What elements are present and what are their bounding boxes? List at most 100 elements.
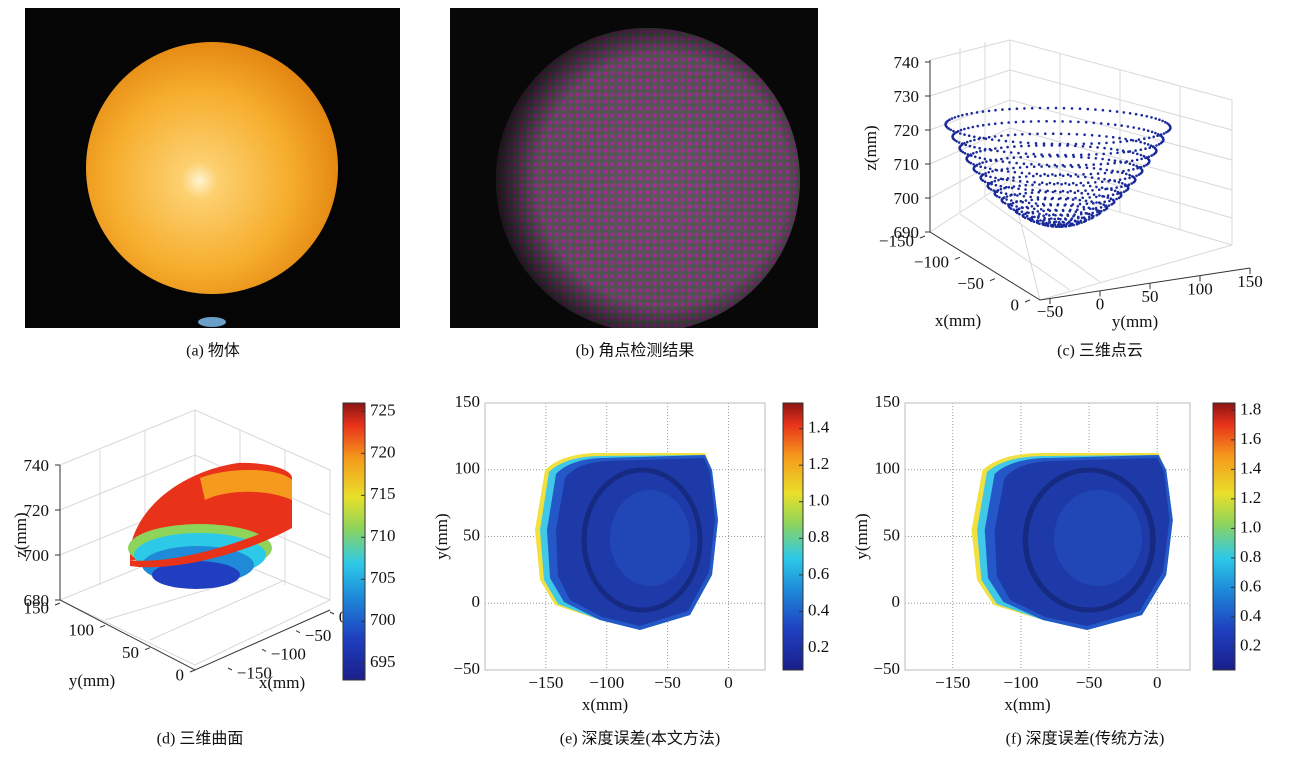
- cloud-point: [967, 127, 970, 130]
- tick-label: 100: [69, 621, 95, 640]
- cloud-point: [1013, 145, 1016, 148]
- cloud-point: [1144, 157, 1147, 160]
- cloud-point: [1044, 197, 1047, 200]
- cloud-point: [1086, 166, 1089, 169]
- cloud-point: [1057, 217, 1060, 220]
- cloud-point: [1129, 162, 1132, 165]
- cloud-point: [1108, 204, 1111, 207]
- cloud-point: [1085, 121, 1088, 124]
- cloud-point: [1031, 189, 1034, 192]
- cloud-point: [1091, 212, 1094, 215]
- cloud-point: [1151, 131, 1154, 134]
- cloud-point: [977, 125, 980, 128]
- cloud-point: [1110, 187, 1113, 190]
- cloud-point: [1121, 182, 1124, 185]
- cloud-point: [979, 137, 982, 140]
- cloud-point: [1017, 188, 1020, 191]
- cloud-point: [1092, 163, 1095, 166]
- cloud-point: [1052, 197, 1055, 200]
- cloud-point: [1059, 143, 1062, 146]
- cloud-point: [1049, 203, 1052, 206]
- cloud-point: [1047, 208, 1050, 211]
- cloud-point: [1079, 107, 1082, 110]
- cloud-point: [1132, 168, 1135, 171]
- cloud-point: [1013, 208, 1016, 211]
- cloud-point: [1014, 171, 1017, 174]
- cloud-point: [1022, 120, 1025, 123]
- cloud-point: [1095, 157, 1098, 160]
- cloud-point: [1077, 175, 1080, 178]
- cloud-point: [990, 149, 993, 152]
- cloud-point: [1053, 218, 1056, 221]
- cloud-point: [1097, 177, 1100, 180]
- cloud-point: [1048, 220, 1051, 223]
- cloud-point: [1083, 216, 1086, 219]
- colorbar-label: 710: [370, 526, 396, 545]
- cloud-point: [1068, 183, 1071, 186]
- cloud-point: [1014, 133, 1017, 136]
- cloud-point: [1105, 142, 1108, 145]
- cloud-point: [1085, 200, 1088, 203]
- cloud-point: [1068, 220, 1071, 223]
- cloud-point: [1000, 135, 1003, 138]
- cloud-point: [1101, 195, 1104, 198]
- cloud-point: [1072, 203, 1075, 206]
- cloud-point: [959, 132, 962, 135]
- tick-label: −50: [305, 626, 332, 645]
- cloud-point: [1103, 209, 1106, 212]
- cloud-point: [1025, 175, 1028, 178]
- cloud-point: [1116, 149, 1119, 152]
- cloud-point: [1021, 210, 1024, 213]
- surface: [128, 463, 292, 589]
- cloud-point: [1036, 219, 1039, 222]
- cloud-point: [1113, 179, 1116, 182]
- cloud-point: [1083, 208, 1086, 211]
- cloud-point: [1135, 175, 1138, 178]
- cloud-point: [1010, 151, 1013, 154]
- cloud-point: [1139, 141, 1142, 144]
- cloud-point: [1037, 120, 1040, 123]
- cloud-point: [985, 137, 988, 140]
- cloud-point: [1143, 142, 1146, 145]
- cloud-point: [1079, 199, 1082, 202]
- cloud-point: [1071, 107, 1074, 110]
- cloud-point: [1051, 173, 1054, 176]
- cloud-point: [979, 150, 982, 153]
- cloud-point: [1042, 214, 1045, 217]
- cloud-point: [1026, 211, 1029, 214]
- cloud-point: [1076, 222, 1079, 225]
- cloud-point: [1028, 145, 1031, 148]
- cloud-point: [1019, 166, 1022, 169]
- cloud-point: [1084, 176, 1087, 179]
- cloud-point: [1063, 107, 1066, 110]
- tick-label: −50: [1037, 302, 1064, 321]
- cloud-point: [1012, 167, 1015, 170]
- cloud-point: [1016, 209, 1019, 212]
- cloud-point: [1080, 220, 1083, 223]
- cloud-point: [1045, 213, 1048, 216]
- cloud-point: [1001, 197, 1004, 200]
- cloud-point: [984, 148, 987, 151]
- y-tick-label: 150: [455, 392, 481, 411]
- cloud-point: [965, 144, 968, 147]
- cloud-point: [1116, 110, 1119, 113]
- cloud-point: [1025, 199, 1028, 202]
- cloud-point: [1132, 164, 1135, 167]
- cloud-point: [1072, 154, 1075, 157]
- cloud-point: [1146, 115, 1149, 118]
- cloud-point: [1057, 203, 1060, 206]
- cloud-point: [988, 110, 991, 113]
- y-tick-label: 100: [455, 459, 481, 478]
- cloud-point: [994, 135, 997, 138]
- cloud-point: [968, 134, 971, 137]
- cloud-point: [1126, 140, 1129, 143]
- cloud-point: [982, 110, 985, 113]
- cloud-point: [990, 183, 993, 186]
- y-tick-label: 150: [875, 392, 901, 411]
- caption: (f) 深度误差(传统方法): [1006, 730, 1165, 748]
- shade: [496, 28, 800, 332]
- cloud-point: [1129, 150, 1132, 153]
- cloud-point: [1044, 132, 1047, 135]
- tick-mark: [55, 603, 60, 605]
- cloud-point: [1090, 173, 1093, 176]
